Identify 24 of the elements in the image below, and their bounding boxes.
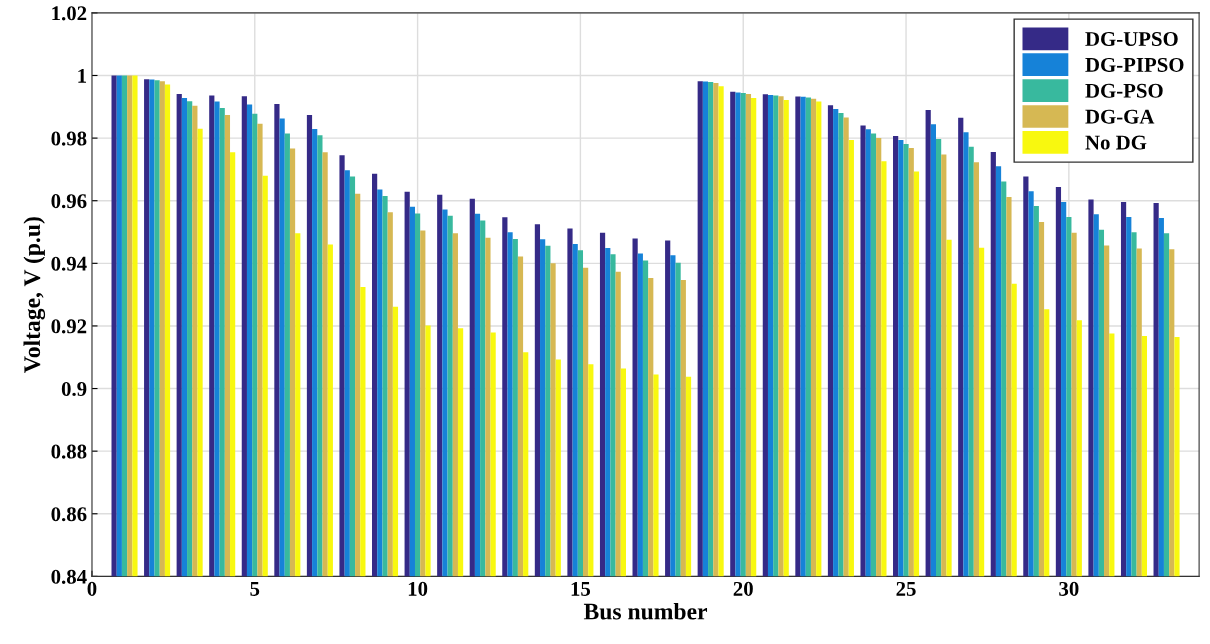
y-tick-label: 0.9: [61, 381, 87, 397]
y-tick-label: 0.96: [51, 194, 87, 209]
x-tick-label: 0: [87, 581, 97, 596]
y-tick-label: 1.02: [52, 6, 87, 21]
y-tick-label: 0.92: [51, 319, 87, 334]
y-tick-label: 1: [78, 68, 87, 83]
x-tick-label: 30: [1059, 581, 1079, 596]
x-tick-label: 10: [408, 581, 428, 596]
x-tick-label: 20: [733, 581, 753, 596]
y-tick-label: 0.86: [51, 507, 87, 522]
legend-label: DG-GA: [1085, 109, 1155, 124]
y-axis-title: Voltage, V (p.u): [23, 217, 46, 373]
legend-label: DG-PIPSO: [1085, 57, 1184, 72]
legend-label: DG-PSO: [1085, 83, 1163, 98]
x-tick-label: 15: [571, 581, 591, 596]
y-tick-label: 0.94: [51, 256, 87, 271]
x-tick-label: 5: [250, 582, 260, 596]
legend-label: No DG: [1085, 135, 1147, 150]
y-tick-label: 0.84: [51, 569, 87, 584]
y-tick-label: 0.98: [51, 131, 87, 146]
y-tick-label: 0.88: [51, 444, 87, 459]
legend-label: DG-UPSO: [1085, 32, 1178, 46]
x-tick-label: 25: [896, 581, 916, 596]
x-axis-title: Bus number: [583, 602, 708, 620]
